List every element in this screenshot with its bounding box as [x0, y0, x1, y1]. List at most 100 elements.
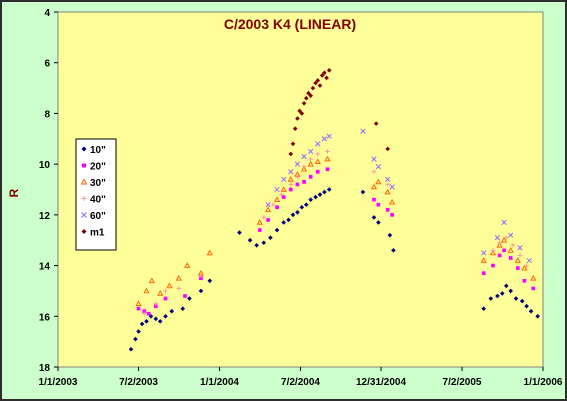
data-point — [308, 93, 313, 98]
data-point — [508, 288, 513, 294]
data-point — [391, 248, 396, 253]
data-point — [514, 257, 521, 263]
data-point — [153, 316, 159, 322]
series-2 — [135, 155, 537, 306]
data-point — [385, 146, 390, 152]
data-point — [199, 276, 203, 281]
data-point — [308, 148, 314, 155]
data-point — [261, 215, 267, 220]
x-tick-label: 7/2/2003 — [119, 377, 158, 388]
data-point — [144, 319, 149, 324]
x-tick-label: 7/2/2004 — [281, 377, 320, 388]
data-point — [184, 262, 191, 268]
series-5 — [288, 68, 390, 157]
data-point — [531, 286, 536, 291]
legend-marker — [82, 163, 86, 168]
x-tick-label: 1/1/2003 — [39, 377, 78, 388]
data-point — [146, 311, 151, 316]
data-point — [295, 116, 300, 121]
data-point — [157, 290, 164, 296]
data-point — [310, 85, 316, 91]
data-point — [373, 121, 379, 126]
data-point — [496, 241, 503, 248]
data-point — [314, 158, 321, 164]
data-point — [247, 237, 253, 243]
data-point — [508, 256, 513, 260]
data-point — [324, 75, 329, 81]
data-point — [169, 308, 175, 314]
data-point — [139, 321, 145, 327]
data-point — [265, 202, 271, 208]
data-point — [371, 156, 377, 162]
data-point — [288, 187, 293, 192]
data-point — [491, 263, 495, 268]
legend-marker — [81, 212, 87, 218]
data-point — [303, 95, 309, 101]
data-point — [385, 182, 390, 187]
legend-marker — [81, 146, 87, 152]
data-point — [503, 283, 509, 289]
data-point — [148, 277, 155, 284]
data-point — [268, 235, 273, 240]
data-point — [315, 141, 321, 147]
data-point — [375, 164, 382, 170]
data-point — [521, 264, 528, 271]
legend-marker — [80, 178, 88, 185]
data-point — [273, 196, 281, 202]
data-point — [187, 296, 192, 301]
data-point — [502, 248, 506, 253]
data-point — [528, 308, 534, 314]
data-point — [295, 174, 300, 180]
data-point — [490, 248, 496, 253]
data-point — [481, 306, 487, 311]
data-point — [500, 236, 508, 243]
data-point — [128, 346, 134, 352]
x-tick-label: 1/1/2006 — [524, 377, 563, 388]
data-point — [274, 186, 280, 193]
data-point — [388, 198, 396, 205]
data-point — [376, 202, 381, 207]
legend-marker — [81, 229, 87, 234]
data-points — [128, 68, 540, 352]
data-point — [237, 230, 242, 235]
data-point — [313, 194, 318, 200]
chart-title: C/2003 K4 (LINEAR) — [224, 16, 356, 32]
data-point — [266, 218, 271, 222]
data-point — [275, 205, 279, 210]
data-point — [256, 219, 263, 225]
data-point — [302, 180, 306, 184]
series-4 — [265, 128, 532, 264]
data-point — [281, 220, 286, 225]
data-point — [270, 202, 276, 208]
data-point — [308, 174, 313, 179]
data-point — [301, 100, 307, 106]
data-point — [261, 240, 267, 246]
data-point — [257, 228, 262, 232]
legend-label: 40" — [90, 195, 106, 206]
data-point — [180, 306, 186, 311]
data-point — [387, 232, 393, 238]
data-point — [157, 319, 163, 324]
data-point — [517, 253, 523, 258]
x-tick-label: 7/2/2005 — [443, 377, 482, 388]
data-point — [325, 149, 330, 154]
data-point — [281, 195, 286, 199]
data-point — [303, 202, 309, 208]
data-point — [315, 78, 321, 83]
data-point — [136, 329, 141, 334]
y-tick-label: 16 — [39, 312, 51, 323]
data-point — [526, 257, 532, 264]
data-point — [501, 219, 507, 226]
data-point — [166, 282, 173, 289]
data-point — [317, 192, 323, 197]
data-point — [515, 266, 520, 270]
data-point — [481, 271, 486, 276]
data-point — [371, 169, 377, 175]
data-point — [163, 288, 168, 294]
legend-label: 60" — [90, 211, 106, 222]
legend: 10" 20" 30" 40" 60" m1 — [75, 138, 117, 251]
x-tick-label: 12/31/2004 — [356, 377, 406, 388]
data-point — [535, 313, 540, 319]
data-point — [288, 151, 294, 157]
